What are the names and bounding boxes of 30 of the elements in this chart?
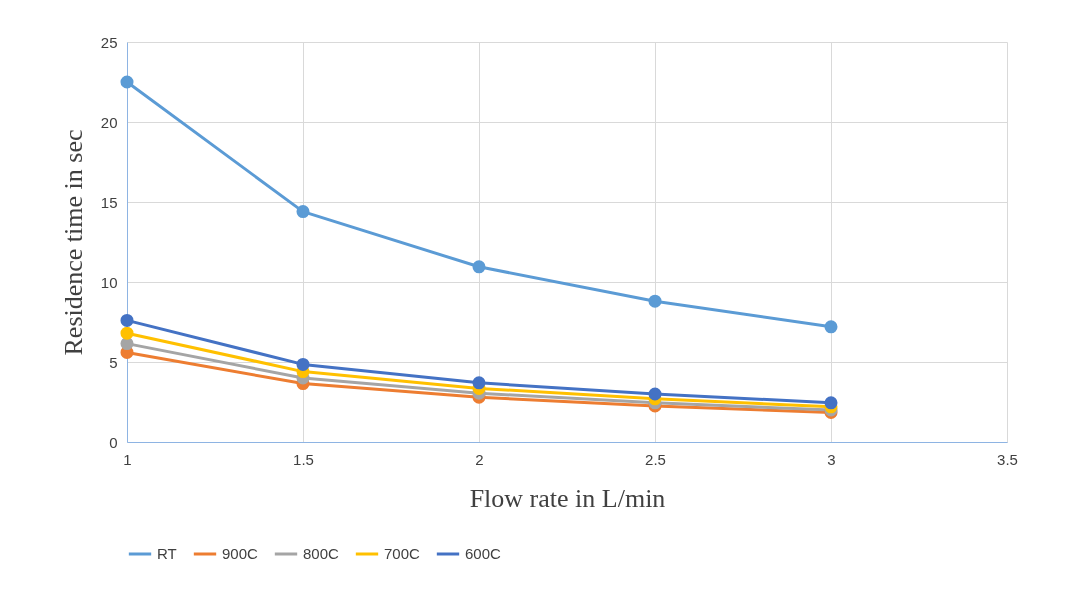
y-tick-label: 5: [109, 353, 118, 371]
legend-label: 600C: [465, 545, 502, 562]
legend-label: 700C: [384, 545, 421, 562]
legend-label: 900C: [222, 545, 259, 562]
point: [472, 376, 486, 390]
x-axis-title: Flow rate in L/min: [469, 483, 666, 513]
point: [824, 320, 838, 334]
y-tick-label: 15: [100, 193, 118, 211]
x-tick-label: 1: [123, 450, 132, 468]
point: [824, 396, 838, 410]
legend-label: 800C: [303, 545, 340, 562]
point: [120, 326, 134, 340]
x-tick-label: 1.5: [293, 450, 314, 468]
y-tick-label: 25: [100, 33, 118, 51]
x-tick-label: 3.5: [997, 450, 1018, 468]
point: [472, 260, 486, 274]
y-tick-label: 0: [109, 433, 118, 451]
y-tick-label: 20: [100, 113, 118, 131]
x-tick-label: 2: [475, 450, 484, 468]
point: [648, 387, 662, 401]
x-tick-label: 3: [827, 450, 836, 468]
point: [296, 205, 310, 219]
x-tick-label: 2.5: [645, 450, 666, 468]
legend-label: RT: [157, 545, 177, 562]
y-axis-title: Residence time in sec: [58, 129, 88, 356]
point: [120, 313, 134, 327]
y-tick-label: 10: [100, 273, 118, 291]
point: [296, 357, 310, 371]
point: [648, 294, 662, 308]
point: [120, 75, 134, 89]
